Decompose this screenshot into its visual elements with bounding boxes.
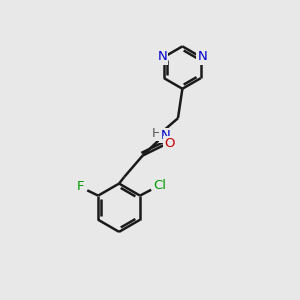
Text: Cl: Cl xyxy=(154,179,166,192)
Text: N: N xyxy=(197,50,207,64)
Text: F: F xyxy=(77,180,85,193)
Text: N: N xyxy=(158,50,167,64)
Text: N: N xyxy=(160,129,170,142)
Text: H: H xyxy=(152,127,161,140)
Text: O: O xyxy=(164,137,174,150)
